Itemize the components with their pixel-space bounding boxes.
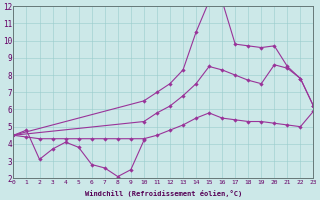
X-axis label: Windchill (Refroidissement éolien,°C): Windchill (Refroidissement éolien,°C) (85, 190, 242, 197)
